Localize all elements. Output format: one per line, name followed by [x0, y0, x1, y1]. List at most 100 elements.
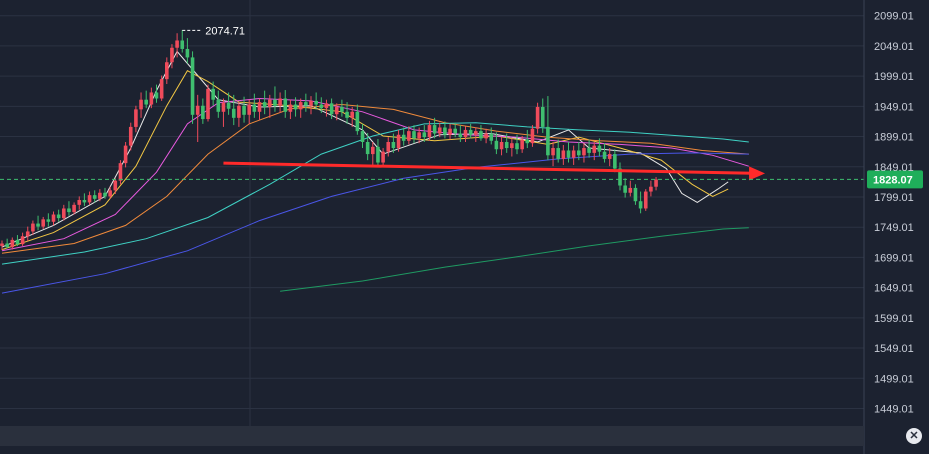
- close-icon[interactable]: ✕: [906, 428, 922, 444]
- candle-body: [525, 139, 530, 144]
- candle-body: [226, 102, 231, 109]
- candle-body: [345, 111, 349, 118]
- candle-body: [180, 40, 185, 49]
- candle-body: [437, 127, 442, 134]
- moving-average-line: [1, 70, 729, 251]
- candle-body: [396, 134, 401, 149]
- candle-body: [51, 214, 56, 222]
- candle-body: [432, 125, 437, 134]
- candle-body: [82, 200, 87, 203]
- candle-body: [448, 128, 452, 135]
- candle-body: [350, 111, 354, 118]
- candle-body: [293, 104, 298, 110]
- candle-body: [329, 103, 334, 115]
- current-price-label: 1828.07: [873, 174, 913, 186]
- candle-body: [412, 131, 416, 139]
- candle-body: [597, 145, 602, 152]
- y-tick-label: 1849.01: [874, 162, 914, 174]
- candle-body: [67, 208, 71, 213]
- candle-body: [92, 195, 97, 199]
- candle-body: [273, 99, 277, 106]
- candle-body: [159, 79, 164, 99]
- candle-body: [489, 133, 494, 141]
- candle-body: [628, 187, 633, 193]
- candle-body: [231, 108, 236, 118]
- candle-body: [31, 223, 35, 232]
- candle-body: [391, 142, 396, 149]
- peak-marker: 2074.71: [182, 25, 245, 37]
- candle-body: [401, 134, 406, 141]
- candle-body: [15, 239, 20, 245]
- candle-body: [108, 190, 112, 197]
- candle-body: [618, 168, 622, 186]
- candle-body: [154, 92, 159, 99]
- moving-average-line: [1, 103, 749, 254]
- candle-body: [283, 98, 288, 112]
- candle-body: [170, 47, 174, 63]
- candle-body: [87, 195, 92, 203]
- candle-body: [149, 92, 154, 105]
- candle-body: [468, 129, 473, 135]
- grid-lines: [0, 0, 864, 426]
- candle-body: [494, 140, 499, 150]
- candle-body: [381, 151, 385, 163]
- candle-body: [510, 143, 514, 149]
- candle-body: [211, 88, 215, 100]
- candle-body: [520, 139, 524, 150]
- candle-body: [417, 132, 421, 139]
- candle-body: [128, 126, 133, 146]
- candle-body: [643, 191, 648, 209]
- candle-body: [582, 148, 586, 156]
- candle-body: [221, 102, 226, 112]
- candle-body: [113, 180, 118, 191]
- candle-body: [278, 98, 282, 106]
- y-tick-label: 1449.01: [874, 403, 914, 415]
- candle-body: [376, 146, 380, 163]
- candle-body: [118, 163, 123, 181]
- candle-body: [334, 106, 339, 115]
- candle-body: [247, 104, 251, 115]
- candle-body: [123, 145, 128, 164]
- y-tick-label: 1499.01: [874, 373, 914, 385]
- trendline-arrowhead: [749, 166, 766, 181]
- time-scrollbar[interactable]: [0, 426, 864, 446]
- candle-body: [262, 102, 267, 107]
- candle-body: [365, 142, 370, 155]
- candle-body: [268, 99, 272, 107]
- candle-body: [551, 148, 555, 156]
- y-tick-label: 1799.01: [874, 192, 914, 204]
- candle-body: [195, 105, 200, 115]
- candle-body: [288, 104, 293, 112]
- candle-body: [535, 106, 540, 129]
- y-tick-label: 1949.01: [874, 101, 914, 113]
- candle-body: [654, 179, 658, 187]
- candles: [0, 30, 658, 251]
- candle-body: [566, 150, 571, 158]
- candle-body: [561, 150, 566, 159]
- candle-body: [298, 102, 303, 110]
- candle-body: [134, 109, 138, 127]
- candle-body: [5, 243, 9, 248]
- candle-body: [422, 132, 427, 138]
- candle-body: [185, 48, 190, 58]
- candle-body: [540, 106, 545, 127]
- candle-body: [46, 219, 51, 222]
- candle-body: [649, 186, 653, 192]
- y-tick-label: 1599.01: [874, 313, 914, 325]
- candle-body: [252, 104, 257, 112]
- y-tick-label: 1549.01: [874, 343, 914, 355]
- candle-body: [571, 150, 576, 158]
- candle-body: [371, 146, 375, 155]
- candle-body: [103, 192, 107, 197]
- moving-average-line: [280, 227, 749, 292]
- candle-body: [484, 133, 488, 139]
- candle-body: [62, 208, 66, 219]
- candle-body: [355, 111, 360, 132]
- current-price-badge: [867, 170, 923, 189]
- candle-body: [190, 57, 195, 115]
- candle-body: [237, 105, 241, 118]
- candle-body: [139, 99, 143, 110]
- candle-body: [20, 236, 25, 245]
- y-axis: 2099.01 2049.01 1999.01 1949.01 1899.01 1849.…: [874, 11, 914, 416]
